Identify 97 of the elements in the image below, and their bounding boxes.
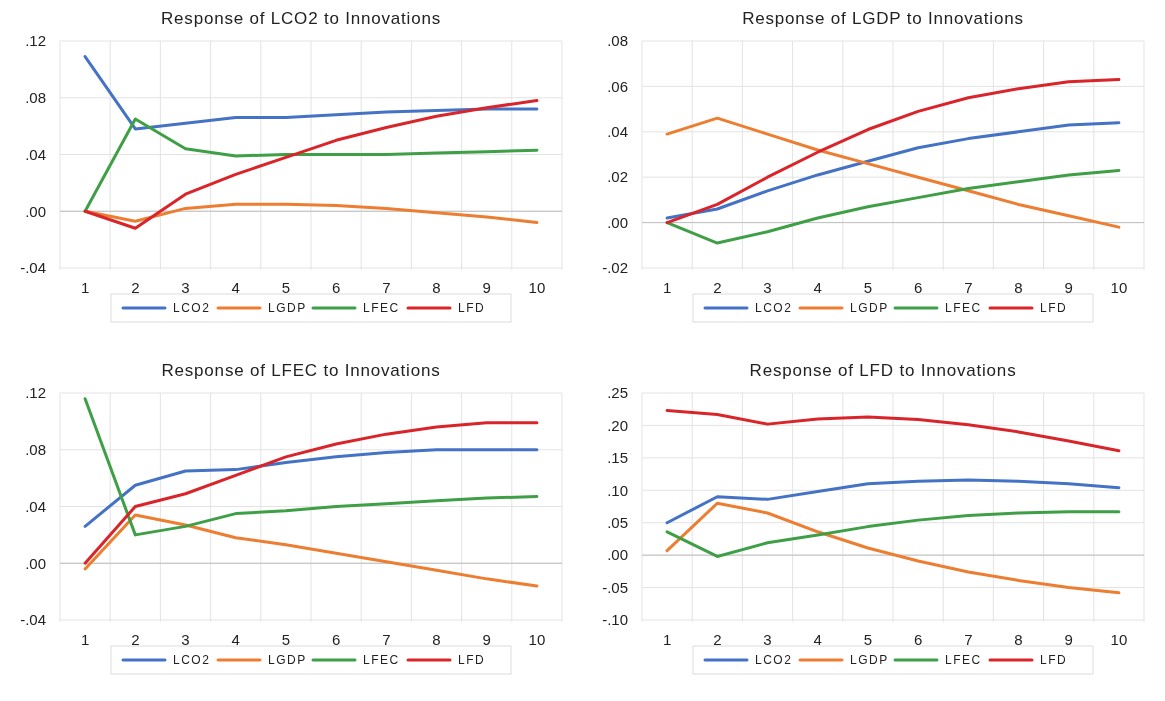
chart-title: Response of LFD to Innovations xyxy=(749,361,1017,380)
x-tick-label: 9 xyxy=(1064,279,1073,296)
y-tick-label: .05 xyxy=(607,513,628,531)
legend-label: LFEC xyxy=(363,301,400,316)
legend-label: LCO2 xyxy=(173,301,211,316)
x-tick-label: 10 xyxy=(528,279,546,296)
legend-label: LFD xyxy=(458,301,486,316)
legend-label: LGDP xyxy=(268,301,307,316)
legend-label: LGDP xyxy=(268,653,307,668)
legend-label: LFD xyxy=(1040,653,1068,668)
x-tick-label: 2 xyxy=(131,631,140,648)
y-tick-label: -.05 xyxy=(602,578,628,596)
chart-title: Response of LGDP to Innovations xyxy=(742,9,1024,28)
x-tick-label: 5 xyxy=(281,631,291,648)
y-tick-label: .02 xyxy=(607,168,628,186)
y-tick-label: .00 xyxy=(607,213,628,231)
line-series xyxy=(83,513,539,588)
x-tick-label: 5 xyxy=(863,279,873,296)
x-tick-label: 7 xyxy=(964,279,973,296)
legend-label: LFD xyxy=(458,653,486,668)
line-series xyxy=(665,510,1121,558)
x-tick-label: 8 xyxy=(432,631,441,648)
x-tick-label: 2 xyxy=(131,279,140,296)
x-tick-label: 5 xyxy=(281,279,291,296)
line-series xyxy=(665,78,1121,225)
x-tick-label: 4 xyxy=(231,631,240,648)
legend-label: LFEC xyxy=(363,653,400,668)
y-tick-label: -.04 xyxy=(20,259,46,277)
legend-label: LFEC xyxy=(945,301,982,316)
y-tick-label: -.04 xyxy=(20,611,46,629)
y-tick-label: .00 xyxy=(25,202,46,220)
x-tick-label: 4 xyxy=(813,631,822,648)
chart-title: Response of LCO2 to Innovations xyxy=(161,9,441,28)
x-tick-label: 1 xyxy=(80,279,90,296)
legend-label: LGDP xyxy=(850,301,889,316)
line-series xyxy=(83,55,539,131)
legend-label: LFD xyxy=(1040,301,1068,316)
x-tick-label: 7 xyxy=(382,631,391,648)
y-tick-label: .25 xyxy=(607,384,628,402)
x-tick-label: 7 xyxy=(964,631,973,648)
y-tick-label: .12 xyxy=(25,384,46,402)
x-tick-label: 1 xyxy=(80,631,90,648)
line-series xyxy=(665,478,1121,525)
y-tick-label: .00 xyxy=(25,554,46,572)
legend-label: LFEC xyxy=(945,653,982,668)
legend-label: LCO2 xyxy=(755,301,793,316)
y-tick-label: .12 xyxy=(25,32,46,50)
x-tick-label: 1 xyxy=(662,631,672,648)
line-series xyxy=(83,448,539,528)
x-tick-label: 10 xyxy=(1110,279,1128,296)
x-tick-label: 4 xyxy=(813,279,822,296)
y-tick-label: -.02 xyxy=(602,259,628,277)
x-tick-label: 9 xyxy=(1064,631,1073,648)
x-tick-label: 6 xyxy=(331,631,341,648)
x-tick-label: 8 xyxy=(432,279,441,296)
x-tick-label: 3 xyxy=(763,279,772,296)
legend-label: LCO2 xyxy=(755,653,793,668)
line-series xyxy=(665,168,1121,245)
x-tick-label: 1 xyxy=(662,279,672,296)
x-tick-label: 2 xyxy=(713,631,722,648)
line-series xyxy=(83,397,539,537)
x-tick-label: 3 xyxy=(181,279,190,296)
chart-title: Response of LFEC to Innovations xyxy=(161,361,441,380)
x-tick-label: 8 xyxy=(1014,279,1023,296)
line-series xyxy=(83,117,539,213)
x-tick-label: 7 xyxy=(382,279,391,296)
legend-label: LCO2 xyxy=(173,653,211,668)
y-tick-label: .00 xyxy=(607,546,628,564)
y-tick-label: .04 xyxy=(607,123,628,141)
x-tick-label: 8 xyxy=(1014,631,1023,648)
x-tick-label: 4 xyxy=(231,279,240,296)
x-tick-label: 5 xyxy=(863,631,873,648)
line-series xyxy=(83,421,539,565)
y-tick-label: .15 xyxy=(607,449,628,467)
y-tick-label: .06 xyxy=(607,77,628,95)
line-series xyxy=(665,501,1121,595)
x-tick-label: 9 xyxy=(482,631,491,648)
x-tick-label: 10 xyxy=(1110,631,1128,648)
x-tick-label: 3 xyxy=(181,631,190,648)
y-tick-label: .10 xyxy=(607,481,628,499)
line-series xyxy=(665,409,1121,453)
legend-label: LGDP xyxy=(850,653,889,668)
y-tick-label: .08 xyxy=(607,32,628,50)
x-tick-label: 6 xyxy=(331,279,341,296)
y-tick-label: -.10 xyxy=(602,611,628,629)
x-tick-label: 6 xyxy=(913,279,923,296)
x-tick-label: 9 xyxy=(482,279,491,296)
y-tick-label: .08 xyxy=(25,89,46,106)
y-tick-label: .04 xyxy=(25,145,46,163)
y-tick-label: .04 xyxy=(25,497,46,515)
line-series xyxy=(83,99,539,230)
y-tick-label: .08 xyxy=(25,441,46,458)
y-tick-label: .20 xyxy=(607,416,628,434)
x-tick-label: 3 xyxy=(763,631,772,648)
x-tick-label: 10 xyxy=(528,631,546,648)
x-tick-label: 2 xyxy=(713,279,722,296)
x-tick-label: 6 xyxy=(913,631,923,648)
